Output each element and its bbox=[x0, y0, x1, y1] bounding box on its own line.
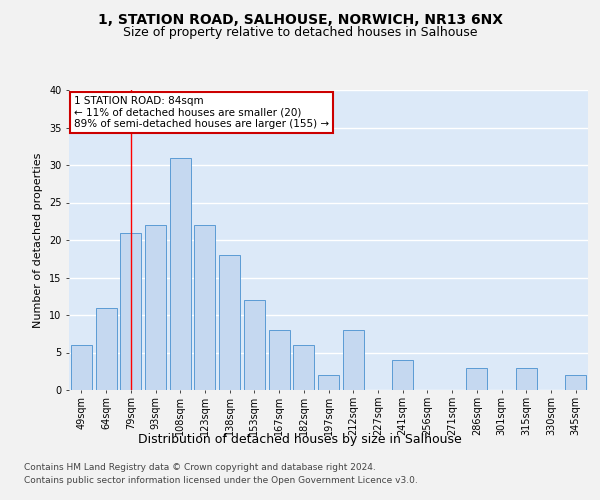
Bar bbox=[392, 360, 413, 390]
Bar bbox=[71, 345, 92, 390]
Bar bbox=[120, 232, 141, 390]
Bar bbox=[95, 308, 116, 390]
Bar bbox=[466, 368, 487, 390]
Bar bbox=[145, 225, 166, 390]
Bar bbox=[170, 158, 191, 390]
Bar bbox=[194, 225, 215, 390]
Bar bbox=[219, 255, 240, 390]
Bar bbox=[565, 375, 586, 390]
Text: 1 STATION ROAD: 84sqm
← 11% of detached houses are smaller (20)
89% of semi-deta: 1 STATION ROAD: 84sqm ← 11% of detached … bbox=[74, 96, 329, 129]
Text: 1, STATION ROAD, SALHOUSE, NORWICH, NR13 6NX: 1, STATION ROAD, SALHOUSE, NORWICH, NR13… bbox=[97, 12, 503, 26]
Bar bbox=[244, 300, 265, 390]
Bar bbox=[293, 345, 314, 390]
Bar bbox=[343, 330, 364, 390]
Text: Contains HM Land Registry data © Crown copyright and database right 2024.: Contains HM Land Registry data © Crown c… bbox=[24, 462, 376, 471]
Bar bbox=[516, 368, 537, 390]
Text: Contains public sector information licensed under the Open Government Licence v3: Contains public sector information licen… bbox=[24, 476, 418, 485]
Text: Size of property relative to detached houses in Salhouse: Size of property relative to detached ho… bbox=[123, 26, 477, 39]
Text: Distribution of detached houses by size in Salhouse: Distribution of detached houses by size … bbox=[138, 432, 462, 446]
Bar bbox=[269, 330, 290, 390]
Y-axis label: Number of detached properties: Number of detached properties bbox=[34, 152, 43, 328]
Bar bbox=[318, 375, 339, 390]
